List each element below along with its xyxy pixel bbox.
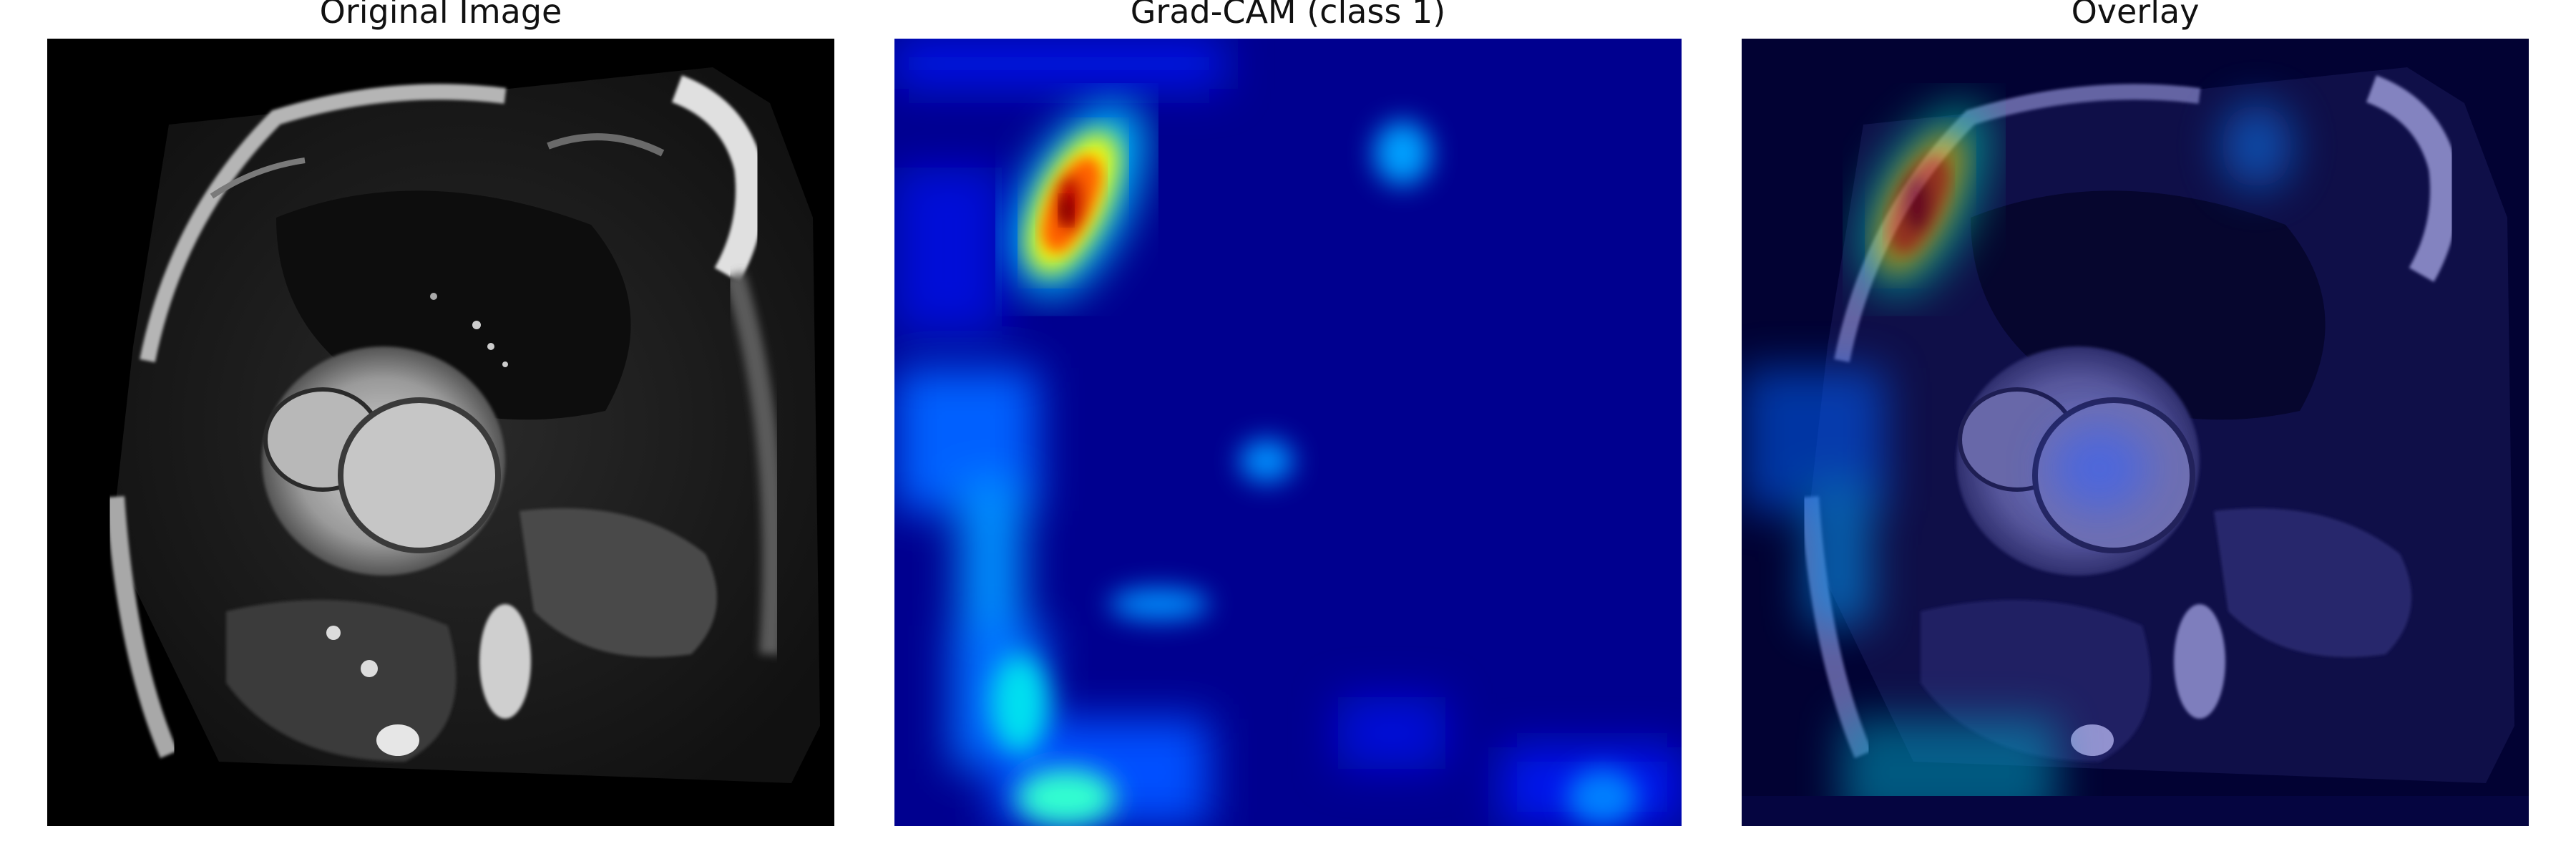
gradcam-heatmap-panel [894, 39, 1682, 826]
overlay-image [1742, 39, 2529, 826]
cardiac-mri-image [47, 39, 834, 826]
original-image-title: Original Image [319, 0, 562, 31]
gradcam-title: Grad-CAM (class 1) [1130, 0, 1446, 31]
mri-anatomy [106, 67, 820, 783]
original-image-panel [47, 39, 834, 826]
heatmap-activations [894, 39, 1682, 826]
overlay-title: Overlay [2071, 0, 2200, 31]
overlay-panel [1742, 39, 2529, 826]
gradcam-heatmap [894, 39, 1682, 826]
overlay-heatmap [1742, 102, 2293, 826]
